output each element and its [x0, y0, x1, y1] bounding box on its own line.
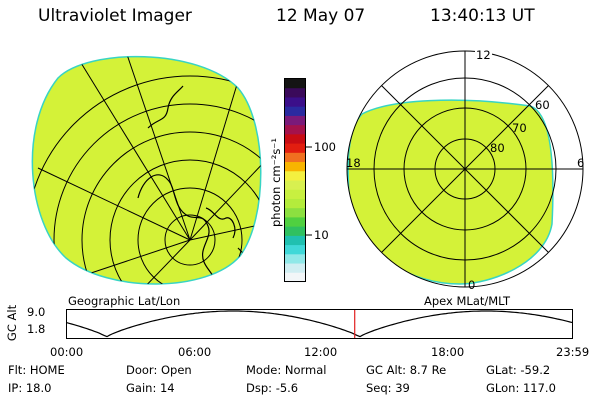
geographic-image: [31, 55, 262, 285]
coastline: [147, 85, 184, 129]
colorbar-cell: [285, 272, 305, 283]
time-label: 13:40:13 UT: [430, 6, 535, 26]
timeline-plot: [66, 309, 573, 339]
lat-circle: [164, 214, 216, 266]
colorbar-cell: [285, 171, 305, 181]
colorbar-cell: [285, 226, 305, 237]
geographic-panel-label: Geographic Lat/Lon: [68, 294, 181, 308]
colorbar-cell: [285, 217, 305, 228]
mlt-line: [381, 85, 549, 253]
colorbar-cell: [285, 254, 305, 265]
status-ip: IP: 18.0: [8, 381, 52, 395]
colorbar-cell: [285, 189, 305, 200]
colorbar-cell: [285, 106, 305, 117]
meridian-line: [37, 167, 191, 241]
colorbar-cell: [285, 162, 305, 172]
colorbar-tick-10: 10: [314, 228, 329, 242]
lat-circle: [81, 131, 261, 285]
status-door: Door: Open: [126, 363, 192, 377]
colorbar-cell: [285, 245, 305, 255]
mlat-label-70: 70: [512, 121, 527, 135]
lat-circle: [109, 159, 261, 285]
colorbar-cell: [285, 198, 305, 209]
instrument-title: Ultraviolet Imager: [38, 6, 192, 26]
colorbar-cell: [285, 97, 305, 108]
status-gc-alt: GC Alt: 8.7 Re: [366, 363, 447, 377]
colorbar-cell: [285, 79, 305, 89]
colorbar-cell: [285, 125, 305, 135]
apex-polar-image: [346, 50, 584, 288]
timeline-xtick-0: 00:00: [50, 345, 84, 359]
colorbar-cell: [285, 263, 305, 274]
lat-circle: [32, 75, 261, 285]
coastline: [137, 174, 215, 285]
colorbar-cell: [285, 115, 305, 126]
mlt-label-18: 18: [346, 156, 361, 170]
status-seq: Seq: 39: [366, 381, 410, 395]
timeline-xtick-1: 06:00: [178, 345, 212, 359]
timeline-axis-label: GC Alt: [5, 304, 19, 342]
meridian-line: [189, 157, 261, 241]
timeline-ytick-high: 9.0: [27, 305, 46, 319]
meridian-line: [137, 239, 191, 285]
colorbar-cell: [285, 143, 305, 154]
timeline-xtick-4: 23:59: [556, 345, 590, 359]
coastline: [237, 247, 255, 271]
colorbar-cell: [285, 134, 305, 145]
mlat-label-60: 60: [535, 98, 550, 112]
mlat-label-80: 80: [490, 141, 505, 155]
date-label: 12 May 07: [276, 6, 366, 26]
meridian-line: [77, 57, 191, 241]
colorbar-cell: [285, 88, 305, 98]
coastline: [205, 207, 236, 239]
lat-circle: [137, 187, 243, 285]
status-glon: GLon: 117.0: [486, 381, 556, 395]
colorbar-cell: [285, 208, 305, 218]
status-dsp: Dsp: -5.6: [246, 381, 299, 395]
color-bar: [284, 78, 312, 283]
colorbar-cell: [285, 235, 305, 246]
status-glat: GLat: -59.2: [486, 363, 551, 377]
status-gain: Gain: 14: [126, 381, 175, 395]
colorbar-cell: [285, 152, 305, 163]
timeline-xtick-2: 12:00: [304, 345, 338, 359]
colorbar-tick-100: 100: [314, 140, 336, 154]
apex-panel-label: Apex MLat/MLT: [424, 294, 511, 308]
altitude-curve: [66, 310, 573, 338]
status-flt: Flt: HOME: [8, 363, 65, 377]
mlt-label-6: 6: [577, 156, 585, 170]
timeline-ytick-low: 1.8: [27, 322, 46, 336]
meridian-line: [32, 239, 191, 285]
timeline-xtick-3: 18:00: [431, 345, 465, 359]
colorbar-unit-label: photon cm⁻²s⁻¹: [269, 138, 283, 227]
mlt-label-12: 12: [475, 48, 492, 62]
colorbar-cell: [285, 180, 305, 191]
mlt-label-0: 0: [468, 278, 476, 292]
status-mode: Mode: Normal: [246, 363, 327, 377]
lat-circle: [53, 103, 261, 285]
